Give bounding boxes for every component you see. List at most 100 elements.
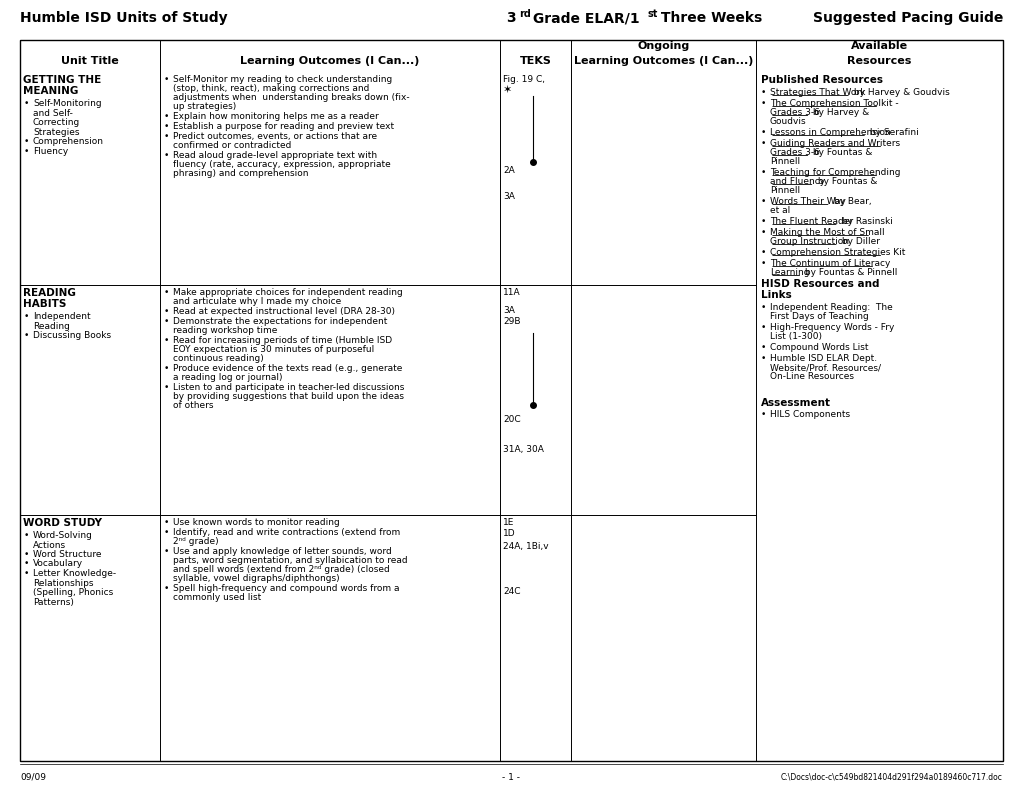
Text: The Comprehension Toolkit -: The Comprehension Toolkit - (769, 99, 898, 108)
Text: Learning Outcomes (I Can...): Learning Outcomes (I Can...) (240, 56, 419, 66)
Text: Suggested Pacing Guide: Suggested Pacing Guide (812, 11, 1002, 25)
Text: Grades 3-6: Grades 3-6 (769, 108, 819, 117)
Text: Discussing Books: Discussing Books (33, 331, 111, 340)
Text: •: • (164, 112, 169, 121)
Text: •: • (760, 99, 765, 108)
Text: Use known words to monitor reading: Use known words to monitor reading (173, 518, 339, 527)
Text: 2ⁿᵈ grade): 2ⁿᵈ grade) (173, 537, 218, 546)
Text: 1E: 1E (502, 518, 514, 527)
Text: •: • (164, 364, 169, 373)
Text: •: • (24, 147, 30, 155)
Text: •: • (760, 217, 765, 226)
Text: Goudvis: Goudvis (769, 117, 806, 126)
Text: by Rasinski: by Rasinski (838, 217, 892, 226)
Text: •: • (164, 584, 169, 593)
Bar (20, 55, 1002, 72)
Text: First Days of Teaching: First Days of Teaching (769, 312, 868, 321)
Text: •: • (760, 139, 765, 148)
Text: •: • (760, 128, 765, 137)
Text: ✶: ✶ (502, 85, 512, 95)
Text: Read for increasing periods of time (Humble ISD: Read for increasing periods of time (Hum… (173, 336, 391, 345)
Text: commonly used list: commonly used list (173, 593, 261, 602)
Text: Three Weeks: Three Weeks (655, 11, 761, 25)
Text: Word-Solving: Word-Solving (33, 531, 93, 540)
Text: •: • (164, 547, 169, 556)
Text: fluency (rate, accuracy, expression, appropriate: fluency (rate, accuracy, expression, app… (173, 160, 390, 169)
Text: 31A, 30A: 31A, 30A (502, 445, 543, 454)
Text: Explain how monitoring helps me as a reader: Explain how monitoring helps me as a rea… (173, 112, 378, 121)
Text: continuous reading): continuous reading) (173, 354, 264, 363)
Text: On-Line Resources: On-Line Resources (769, 372, 853, 381)
Text: TEKS: TEKS (519, 56, 551, 66)
Text: •: • (164, 383, 169, 392)
Text: Use and apply knowledge of letter sounds, word: Use and apply knowledge of letter sounds… (173, 547, 391, 556)
Text: by Bear,: by Bear, (829, 197, 870, 206)
Text: confirmed or contradicted: confirmed or contradicted (173, 141, 291, 150)
Text: •: • (164, 151, 169, 160)
Text: •: • (760, 88, 765, 97)
Text: Making the Most of Small: Making the Most of Small (769, 228, 887, 237)
Text: (stop, think, react), making corrections and: (stop, think, react), making corrections… (173, 84, 369, 93)
Text: by Harvey & Goudvis: by Harvey & Goudvis (850, 88, 949, 97)
Text: Ongoing: Ongoing (637, 41, 689, 51)
Text: Identify, read and write contractions (extend from: Identify, read and write contractions (e… (173, 528, 399, 537)
Text: by Fountas &: by Fountas & (814, 177, 876, 186)
Text: Vocabulary: Vocabulary (33, 559, 83, 568)
Text: Correcting: Correcting (33, 118, 81, 127)
Text: by Fountas & Pinnell: by Fountas & Pinnell (802, 268, 897, 277)
Text: Strategies: Strategies (33, 128, 79, 136)
Text: •: • (760, 228, 765, 237)
Text: HABITS: HABITS (23, 299, 66, 309)
Text: by Harvey &: by Harvey & (810, 108, 869, 117)
Text: •: • (24, 559, 30, 568)
Text: phrasing) and comprehension: phrasing) and comprehension (173, 169, 308, 178)
Text: Links: Links (760, 290, 791, 300)
Text: •: • (760, 354, 765, 363)
Text: List (1-300): List (1-300) (769, 332, 821, 341)
Bar (20, 40, 1002, 55)
Text: •: • (760, 248, 765, 257)
Text: The Fluent Reader: The Fluent Reader (769, 217, 852, 226)
Text: of others: of others (173, 401, 213, 410)
Text: syllable, vowel digraphs/diphthongs): syllable, vowel digraphs/diphthongs) (173, 574, 339, 583)
Text: Compound Words List: Compound Words List (769, 343, 867, 352)
Text: •: • (24, 137, 30, 146)
Text: •: • (760, 197, 765, 206)
Text: st: st (647, 9, 657, 19)
Text: •: • (24, 99, 30, 108)
Text: Words Their Way: Words Their Way (769, 197, 845, 206)
Text: HILS Components: HILS Components (769, 410, 849, 419)
Text: parts, word segmentation, and syllabication to read: parts, word segmentation, and syllabicat… (173, 556, 408, 565)
Text: Grade ELAR/1: Grade ELAR/1 (528, 11, 639, 25)
Text: Independent Reading:  The: Independent Reading: The (769, 303, 892, 312)
Text: •: • (24, 531, 30, 540)
Text: Lessons in Comprehension: Lessons in Comprehension (769, 128, 890, 137)
Text: Comprehension Strategies Kit: Comprehension Strategies Kit (769, 248, 905, 257)
Text: 2A: 2A (502, 166, 515, 175)
Text: EOY expectation is 30 minutes of purposeful: EOY expectation is 30 minutes of purpose… (173, 345, 374, 354)
Text: by providing suggestions that build upon the ideas: by providing suggestions that build upon… (173, 392, 404, 401)
Text: Patterns): Patterns) (33, 597, 73, 607)
Text: Grades 3-6: Grades 3-6 (769, 148, 819, 157)
Text: •: • (164, 317, 169, 326)
Text: 3: 3 (505, 11, 516, 25)
Text: Resources: Resources (847, 56, 911, 66)
Text: The Continuum of Literacy: The Continuum of Literacy (769, 259, 893, 268)
Text: and Self-: and Self- (33, 109, 72, 117)
Text: 24C: 24C (502, 587, 520, 596)
Text: •: • (24, 312, 30, 321)
Text: - 1 -: - 1 - (502, 773, 520, 782)
Text: Make appropriate choices for independent reading: Make appropriate choices for independent… (173, 288, 403, 297)
Text: Independent: Independent (33, 312, 91, 321)
Text: •: • (164, 122, 169, 131)
Text: and articulate why I made my choice: and articulate why I made my choice (173, 297, 341, 306)
Text: a reading log or journal): a reading log or journal) (173, 373, 282, 382)
Text: Spell high-frequency and compound words from a: Spell high-frequency and compound words … (173, 584, 399, 593)
Text: Unit Title: Unit Title (61, 56, 119, 66)
Text: Humble ISD ELAR Dept.: Humble ISD ELAR Dept. (769, 354, 876, 363)
Text: READING: READING (23, 288, 75, 298)
Text: •: • (164, 528, 169, 537)
Text: 09/09: 09/09 (20, 773, 46, 782)
Text: Self-Monitor my reading to check understanding: Self-Monitor my reading to check underst… (173, 75, 392, 84)
Text: rd: rd (519, 9, 530, 19)
